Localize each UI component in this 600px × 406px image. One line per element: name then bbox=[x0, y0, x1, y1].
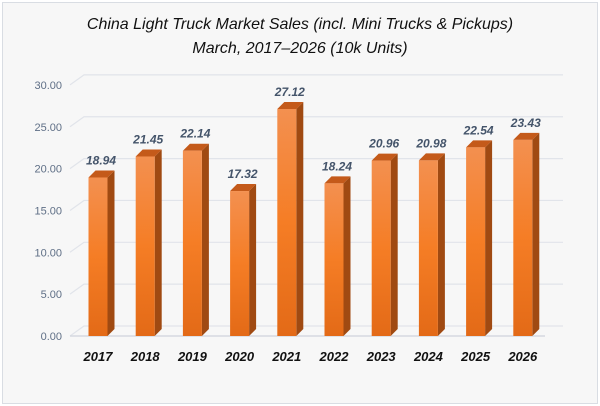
data-label: 18.24 bbox=[322, 159, 352, 173]
gridline bbox=[69, 158, 563, 170]
data-label: 22.14 bbox=[179, 127, 210, 141]
bar-top bbox=[371, 153, 398, 161]
bar-top bbox=[324, 176, 351, 184]
bar-top bbox=[182, 143, 209, 151]
bar-top bbox=[513, 132, 540, 140]
bar bbox=[88, 177, 108, 336]
data-label: 18.94 bbox=[86, 153, 116, 167]
x-tick-label: 2019 bbox=[177, 349, 208, 364]
x-tick-label: 2024 bbox=[413, 349, 444, 364]
data-label: 22.54 bbox=[463, 123, 494, 137]
y-tick-label: 0.00 bbox=[41, 331, 62, 343]
x-tick-label: 2025 bbox=[460, 349, 491, 364]
gridline bbox=[69, 74, 563, 86]
x-tick-label: 2022 bbox=[319, 349, 350, 364]
chart-subtitle: March, 2017–2026 (10k Units) bbox=[192, 40, 408, 57]
y-tick-label: 25.00 bbox=[34, 122, 62, 134]
bar-side bbox=[343, 176, 351, 336]
bar-side bbox=[485, 140, 493, 336]
x-tick-label: 2020 bbox=[224, 349, 255, 364]
gridline bbox=[69, 116, 563, 128]
x-tick-label: 2026 bbox=[507, 349, 538, 364]
y-tick-label: 10.00 bbox=[34, 247, 62, 259]
bar bbox=[324, 183, 344, 336]
bar-side bbox=[249, 184, 257, 336]
data-label: 20.96 bbox=[368, 137, 399, 151]
bar-top bbox=[466, 140, 493, 148]
data-label: 27.12 bbox=[274, 85, 305, 99]
bar-side bbox=[532, 132, 540, 336]
chart-title: China Light Truck Market Sales (incl. Mi… bbox=[86, 16, 514, 33]
bar bbox=[466, 147, 486, 336]
bar bbox=[513, 139, 533, 336]
y-tick-label: 20.00 bbox=[34, 164, 62, 176]
bar-top bbox=[135, 149, 162, 157]
gridline bbox=[69, 283, 563, 295]
bar-side bbox=[437, 153, 445, 336]
bar bbox=[371, 160, 391, 336]
data-label: 23.43 bbox=[510, 116, 541, 130]
data-label: 21.45 bbox=[132, 132, 163, 146]
y-tick-label: 30.00 bbox=[34, 80, 62, 92]
bar-side bbox=[390, 153, 398, 336]
bar-top bbox=[277, 102, 304, 110]
bar bbox=[418, 160, 438, 336]
y-tick-label: 5.00 bbox=[41, 289, 62, 301]
data-label: 20.98 bbox=[415, 136, 446, 150]
bar bbox=[135, 156, 155, 336]
bar-side bbox=[154, 149, 162, 336]
data-label: 17.32 bbox=[228, 167, 258, 181]
x-tick-label: 2018 bbox=[130, 349, 161, 364]
x-tick-label: 2023 bbox=[366, 349, 397, 364]
bar-top bbox=[88, 170, 115, 178]
gridline bbox=[69, 199, 563, 211]
gridline bbox=[69, 325, 563, 337]
gridline bbox=[69, 241, 563, 253]
bar-side bbox=[201, 143, 209, 336]
y-tick-label: 15.00 bbox=[34, 205, 62, 217]
bar bbox=[277, 109, 297, 336]
bar-side bbox=[107, 170, 115, 336]
bar-side bbox=[296, 102, 304, 336]
bar-top bbox=[230, 184, 257, 192]
bar bbox=[182, 150, 202, 336]
x-tick-label: 2017 bbox=[83, 349, 114, 364]
bar bbox=[230, 191, 250, 336]
bar-top bbox=[418, 153, 445, 161]
x-tick-label: 2021 bbox=[271, 349, 301, 364]
